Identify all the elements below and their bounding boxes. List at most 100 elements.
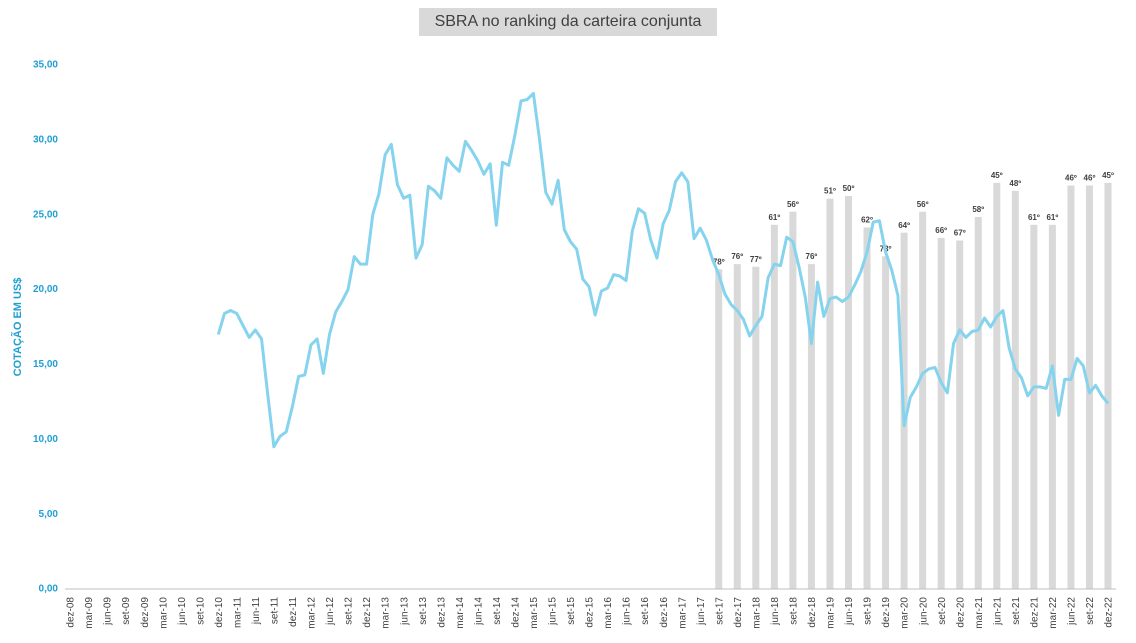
x-tick-label: set-19: [863, 597, 874, 625]
x-tick-label: set-22: [1085, 597, 1096, 625]
bar: [1030, 224, 1038, 589]
bar-value-label: 62º: [861, 216, 873, 225]
bar: [752, 266, 760, 589]
x-tick-label: jun-21: [992, 597, 1003, 626]
x-tick-label: dez-14: [510, 597, 521, 628]
y-tick-label: 10,00: [33, 434, 58, 445]
x-tick-label: set-17: [714, 597, 725, 625]
x-tick-label: dez-19: [881, 597, 892, 628]
bar: [807, 264, 815, 589]
bar-value-label: 61º: [1028, 213, 1040, 222]
y-tick-label: 35,00: [33, 60, 58, 71]
title-box: [419, 8, 717, 36]
bar-value-label: 48º: [1009, 179, 1021, 188]
bar: [974, 216, 982, 589]
x-tick-label: dez-09: [140, 597, 151, 628]
x-tick-label: set-14: [492, 597, 503, 625]
x-tick-label: dez-08: [66, 597, 77, 628]
bar: [770, 224, 778, 589]
x-tick-label: jun-16: [622, 597, 633, 626]
x-tick-label: mar-22: [1048, 597, 1059, 629]
x-tick-label: jun-11: [251, 597, 262, 625]
x-tick-label: jun-15: [548, 597, 559, 626]
x-tick-label: set-21: [1011, 597, 1022, 625]
bar: [1011, 190, 1019, 589]
x-tick-label: jun-10: [177, 597, 188, 626]
y-tick-label: 25,00: [33, 209, 58, 220]
x-tick-label: jun-12: [325, 597, 336, 626]
bar: [993, 182, 1001, 589]
bar: [789, 211, 797, 589]
x-tick-label: set-20: [937, 597, 948, 625]
x-tick-label: dez-10: [214, 597, 225, 628]
x-tick-label: dez-13: [436, 597, 447, 628]
x-tick-label: mar-12: [307, 597, 318, 629]
x-tick-label: mar-19: [826, 597, 837, 629]
x-tick-label: set-10: [195, 597, 206, 625]
bar-value-label: 64º: [898, 221, 910, 230]
bar: [845, 196, 852, 589]
x-tick-label: mar-09: [84, 597, 95, 629]
x-tick-label: set-09: [121, 597, 132, 625]
x-tick-label: mar-14: [455, 597, 466, 629]
bar: [733, 264, 741, 589]
bar: [882, 256, 890, 589]
bar: [919, 211, 927, 589]
x-tick-label: jun-09: [103, 597, 114, 626]
x-tick-label: jun-20: [918, 597, 929, 626]
x-tick-label: dez-15: [585, 597, 596, 628]
x-tick-label: dez-12: [362, 597, 373, 628]
bar-value-label: 66º: [935, 226, 947, 235]
bar-value-label: 77º: [750, 255, 762, 264]
x-tick-label: mar-21: [974, 597, 985, 629]
x-tick-label: mar-20: [900, 597, 911, 629]
x-tick-label: dez-17: [733, 597, 744, 628]
x-tick-label: set-16: [640, 597, 651, 625]
bar-value-label: 61º: [1046, 213, 1058, 222]
x-tick-label: jun-22: [1067, 597, 1078, 626]
bar-value-label: 76º: [731, 252, 743, 261]
x-tick-label: set-11: [270, 597, 281, 624]
bar: [715, 269, 723, 589]
chart-title: SBRA no ranking da carteira conjunta: [435, 13, 702, 30]
bar: [826, 198, 834, 589]
x-tick-label: jun-14: [473, 597, 484, 626]
x-tick-label: dez-16: [659, 597, 670, 628]
bar-value-label: 51º: [824, 187, 836, 196]
x-tick-label: dez-11: [288, 597, 299, 627]
x-tick-label: set-13: [418, 597, 429, 625]
bar-value-label: 56º: [787, 200, 799, 209]
y-tick-label: 15,00: [33, 359, 58, 370]
bar-value-label: 78º: [713, 257, 725, 266]
x-tick-label: mar-11: [232, 597, 243, 628]
x-tick-label: mar-17: [677, 597, 688, 629]
y-tick-label: 30,00: [33, 134, 58, 145]
x-tick-label: mar-18: [751, 597, 762, 629]
x-tick-label: set-18: [789, 597, 800, 625]
x-tick-label: set-15: [566, 597, 577, 625]
x-tick-label: dez-22: [1104, 597, 1115, 628]
bar: [937, 237, 945, 590]
bar-value-label: 45º: [1102, 171, 1114, 180]
x-tick-label: jun-18: [770, 597, 781, 626]
x-tick-label: dez-21: [1029, 597, 1040, 628]
bar-value-label: 45º: [991, 171, 1003, 180]
bar: [1048, 224, 1056, 589]
y-tick-label: 20,00: [33, 284, 58, 295]
bar: [956, 240, 964, 590]
price-line: [216, 91, 1110, 449]
x-tick-label: mar-13: [381, 597, 392, 629]
y-tick-label: 5,00: [39, 509, 59, 520]
x-tick-label: set-12: [344, 597, 355, 625]
bar-value-label: 61º: [768, 213, 780, 222]
y-axis-title: COTAÇÃO EM US$: [11, 278, 24, 377]
bar-value-label: 46º: [1065, 174, 1077, 183]
bar-value-label: 67º: [954, 229, 966, 238]
x-tick-label: dez-20: [955, 597, 966, 628]
x-tick-label: jun-17: [696, 597, 707, 626]
x-tick-label: mar-16: [603, 597, 614, 629]
bar: [1104, 182, 1112, 589]
bar-value-label: 58º: [972, 205, 984, 214]
